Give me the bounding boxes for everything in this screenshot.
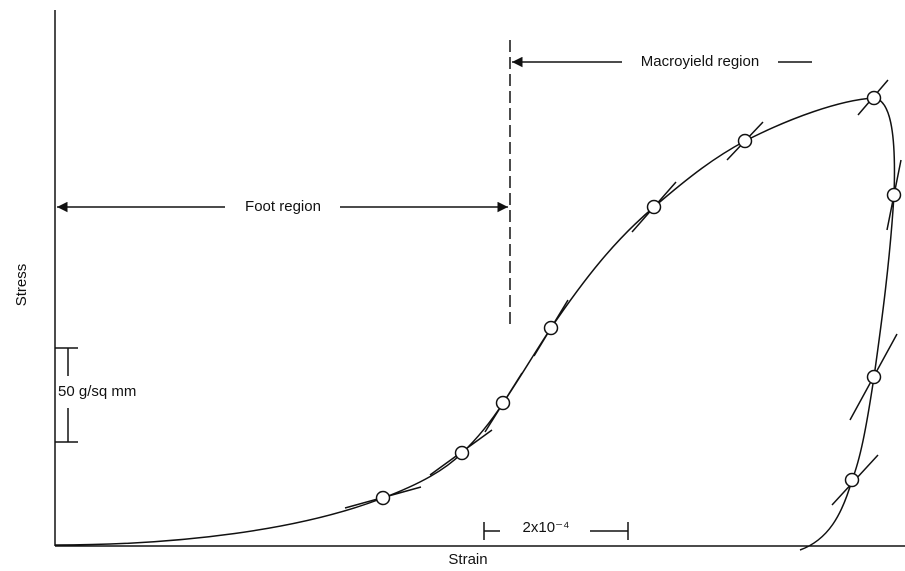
- stress-scale: [55, 347, 78, 443]
- axes: [54, 10, 905, 547]
- stress-scale-label: 50 g/sq mm: [58, 383, 136, 400]
- data-points: [375, 90, 902, 506]
- strain-scale-label: 2x10⁻⁴: [523, 519, 570, 536]
- y-axis-label: Stress: [13, 264, 30, 307]
- foot-region-label: Foot region: [245, 198, 321, 215]
- macroyield-label: Macroyield region: [641, 53, 759, 70]
- x-axis-label: Strain: [448, 551, 487, 568]
- stress-strain-curve: [54, 97, 896, 551]
- strain-scale: [483, 522, 629, 540]
- tangent-marks: [344, 79, 902, 509]
